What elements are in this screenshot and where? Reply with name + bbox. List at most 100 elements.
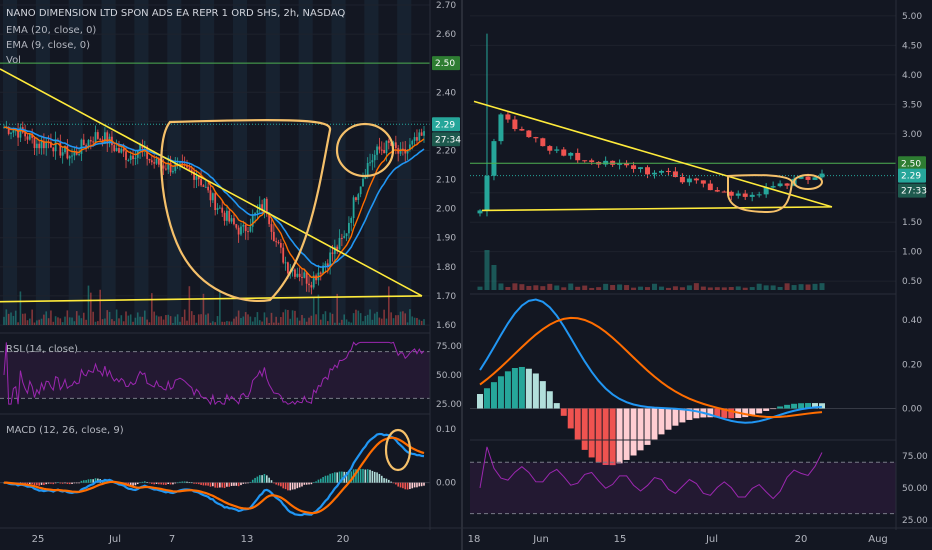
left-candle-body: [134, 157, 137, 160]
left-macd-histogram-bar: [61, 482, 64, 484]
left-candle-body: [277, 242, 280, 244]
left-macd-tick-label: 0.10: [436, 425, 456, 435]
right-macd-histogram-bar: [693, 408, 700, 419]
left-candle-body: [423, 131, 425, 136]
rsi-label[interactable]: RSI (14, close): [6, 344, 78, 355]
left-macd-histogram-bar: [64, 482, 66, 484]
left-candle-body: [345, 233, 348, 237]
legend-volume[interactable]: Vol: [6, 55, 21, 66]
left-candle-body: [96, 132, 99, 139]
right-price-tick-label: 4.00: [902, 71, 922, 81]
left-candle-body: [148, 158, 151, 161]
right-price-tick-label: 5.00: [902, 12, 922, 22]
left-volume-bar: [193, 315, 195, 325]
left-macd-histogram-bar: [188, 482, 191, 483]
left-volume-bar: [334, 322, 336, 325]
left-macd-histogram-bar: [371, 470, 374, 483]
left-macd-histogram-bar: [146, 482, 148, 483]
left-macd-histogram-bar: [174, 482, 177, 484]
right-volume-bar: [533, 285, 539, 290]
left-macd-histogram-bar: [291, 482, 294, 490]
right-macd-histogram-bar: [819, 403, 825, 409]
left-volume-bar: [190, 311, 193, 325]
left-macd-histogram-bar: [47, 482, 50, 484]
left-candle-body: [68, 156, 71, 159]
left-candle-body: [331, 252, 334, 254]
left-volume-bar: [308, 317, 310, 325]
right-macd-histogram-bar: [511, 368, 518, 409]
left-candle-body: [118, 148, 120, 153]
left-macd-histogram-bar: [249, 481, 252, 483]
right-macd-histogram-bar: [728, 408, 735, 419]
left-macd-histogram-bar: [204, 482, 207, 486]
right-macd-histogram-bar: [637, 408, 644, 451]
left-volume-bar: [416, 317, 418, 325]
left-volume-bar: [310, 315, 313, 325]
left-candle-body: [202, 185, 205, 187]
left-candle-body: [132, 155, 134, 160]
left-volume-bar: [99, 289, 102, 325]
right-candles[interactable]: [470, 33, 896, 217]
left-macd-histogram-bar: [214, 482, 216, 488]
left-volume-bar: [204, 314, 207, 325]
left-candle-body: [14, 130, 17, 132]
left-macd-histogram-bar: [282, 482, 285, 489]
legend-ema9[interactable]: EMA (9, close, 0): [6, 40, 90, 51]
left-volume-bar: [258, 320, 261, 325]
left-volume-bar: [186, 320, 188, 325]
left-macd-histogram-bar: [136, 482, 139, 485]
user-drawings[interactable]: [0, 68, 833, 472]
right-macd-histogram-bar: [672, 408, 679, 426]
left-candle-body: [19, 127, 22, 138]
left-candle-body: [207, 186, 210, 191]
left-macd-histogram-bar: [29, 482, 31, 484]
left-volume-bar: [66, 310, 69, 325]
left-volume-bar: [397, 315, 399, 325]
left-rsi-line: [3, 341, 425, 406]
left-candle-body: [33, 137, 36, 149]
macd-label[interactable]: MACD (12, 26, close, 9): [6, 425, 124, 436]
left-macd-histogram-bar: [45, 482, 48, 485]
left-volume-bar: [162, 319, 165, 325]
left-volume-bar: [277, 322, 280, 325]
right-candle-body: [812, 177, 818, 180]
left-macd-tick-label: 0.00: [436, 479, 456, 489]
left-candle-body: [115, 148, 118, 151]
left-volume-bar: [385, 318, 388, 325]
left-macd-histogram-bar: [413, 482, 416, 488]
left-volume-bar: [352, 313, 355, 325]
left-candle-body: [82, 139, 85, 146]
left-candle-body: [35, 143, 38, 149]
left-rsi-pane: [0, 341, 430, 406]
left-macd-histogram-bar: [85, 480, 87, 483]
left-macd-histogram-bar: [390, 481, 392, 483]
left-macd-histogram-bar: [385, 478, 388, 483]
left-candle-body: [99, 138, 102, 140]
left-price-tick-label: 2.00: [436, 205, 456, 215]
left-candle-body: [24, 132, 27, 137]
left-volume-bar: [176, 314, 179, 325]
left-macd-histogram-bar: [362, 468, 364, 483]
left-candle-body: [214, 193, 217, 211]
left-volume-bar: [143, 310, 146, 325]
left-macd-histogram-bar: [244, 482, 247, 484]
right-candle-body: [651, 172, 657, 175]
left-candle-body: [352, 197, 355, 219]
left-macd-histogram-bar: [160, 482, 163, 485]
right-rsi-tick-label: 75.00: [902, 452, 928, 462]
legend-ema20[interactable]: EMA (20, close, 0): [6, 25, 96, 36]
left-macd-histogram-bar: [324, 475, 327, 483]
left-candle-body: [150, 160, 153, 163]
right-volume-bar: [693, 283, 699, 290]
right-candle-body: [672, 171, 678, 178]
right-macd-histogram-bar: [477, 394, 483, 409]
left-volume-bar: [305, 321, 308, 325]
left-volume-bar: [38, 319, 40, 325]
left-macd-histogram-bar: [21, 482, 24, 484]
right-volume-bar: [658, 286, 664, 290]
left-volume-bar: [167, 314, 170, 325]
right-candle-body: [519, 129, 525, 131]
left-volume-bar: [216, 316, 219, 325]
right-descending-trendline: [473, 100, 833, 208]
left-candle-body: [284, 262, 287, 264]
